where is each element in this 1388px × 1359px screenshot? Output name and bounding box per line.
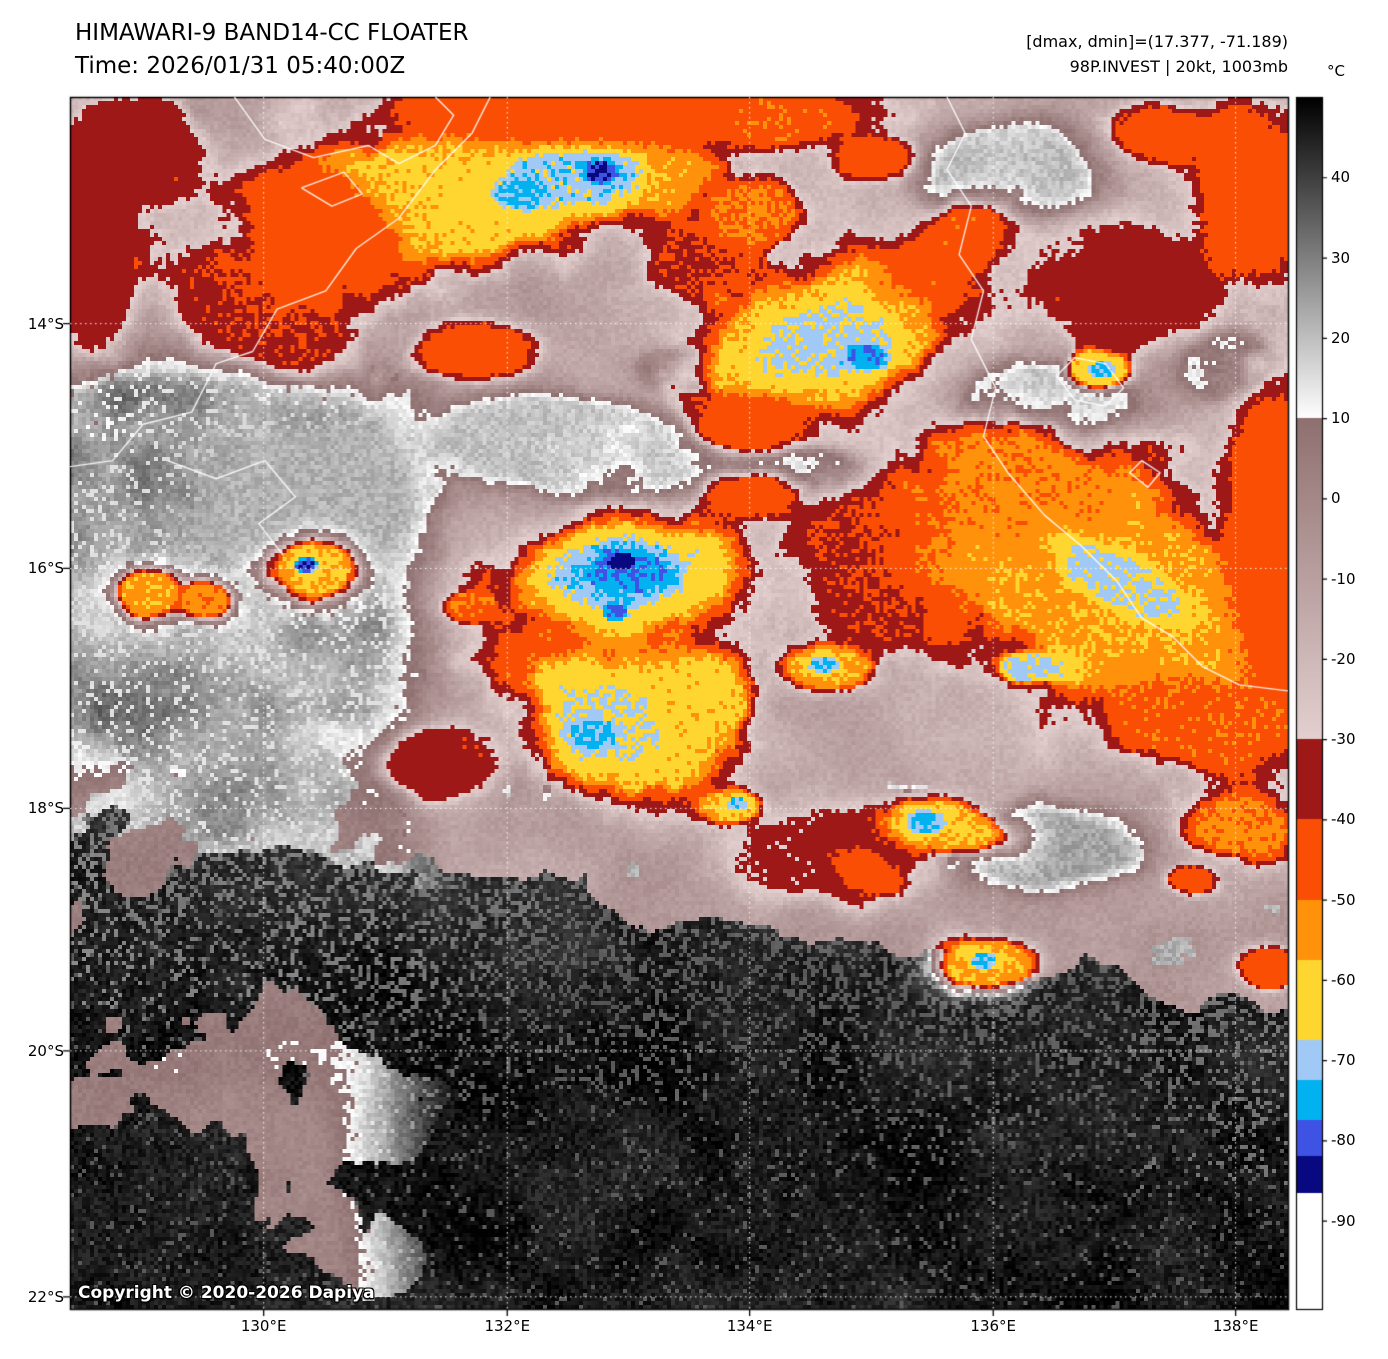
- lon-tick-label: 134°E: [726, 1317, 773, 1335]
- colorbar-tick-label: 20: [1331, 328, 1351, 347]
- lat-tick-label: 14°S: [27, 314, 64, 333]
- colorbar-tick-label: -50: [1331, 890, 1356, 909]
- colorbar-tick-label: -90: [1331, 1211, 1356, 1230]
- colorbar-tick-label: -20: [1331, 649, 1356, 668]
- colorbar-tick-label: -60: [1331, 970, 1356, 989]
- copyright-watermark: Copyright © 2020-2026 Dapiya: [78, 1283, 375, 1303]
- colorbar-tick-label: -40: [1331, 810, 1356, 829]
- lon-tick-label: 136°E: [970, 1317, 1017, 1335]
- colorbar-tick-label: 30: [1331, 248, 1351, 267]
- colorbar-tick-label: -30: [1331, 730, 1356, 749]
- lon-tick-label: 138°E: [1212, 1317, 1259, 1335]
- lat-tick-label: 16°S: [27, 559, 64, 578]
- colorbar-tick-label: 40: [1331, 168, 1351, 187]
- colorbar-tick-label: -70: [1331, 1051, 1356, 1070]
- lon-tick-label: 132°E: [484, 1317, 531, 1335]
- colorbar-tick-label: 0: [1331, 489, 1341, 508]
- colorbar-tick-label: -10: [1331, 569, 1356, 588]
- colorbar-tick-label: -80: [1331, 1131, 1356, 1150]
- lat-tick-label: 22°S: [27, 1287, 64, 1306]
- colorbar-tick-label: 10: [1331, 409, 1351, 428]
- lat-tick-label: 20°S: [27, 1041, 64, 1060]
- lon-tick-label: 130°E: [240, 1317, 287, 1335]
- lat-tick-label: 18°S: [27, 799, 64, 818]
